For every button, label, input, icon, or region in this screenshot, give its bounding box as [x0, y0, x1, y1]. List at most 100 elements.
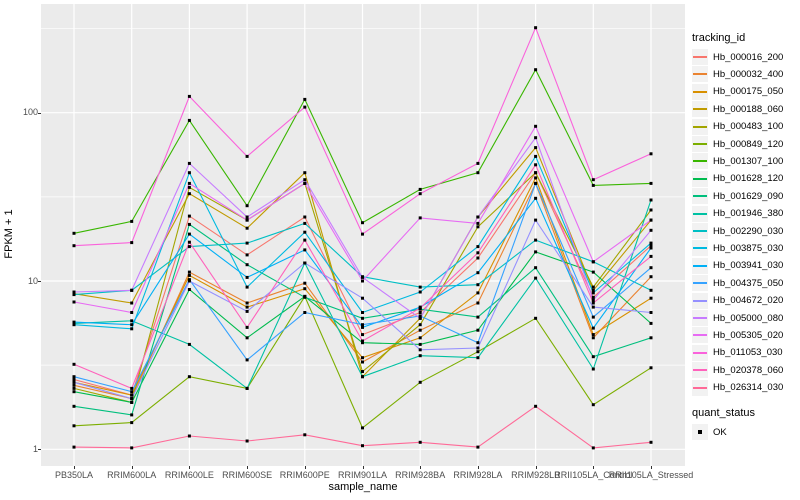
data-point	[187, 375, 191, 379]
data-point	[303, 105, 307, 109]
data-point	[303, 248, 307, 252]
data-point	[476, 301, 480, 305]
data-point	[130, 446, 134, 450]
legend-item: Hb_000188_060	[692, 101, 784, 118]
data-point	[418, 285, 422, 289]
data-point	[303, 181, 307, 185]
legend-item-label: Hb_000188_060	[713, 103, 784, 115]
legend-item: Hb_004375_050	[692, 275, 784, 292]
data-point	[649, 266, 653, 270]
data-point	[72, 378, 76, 381]
data-point	[649, 208, 653, 212]
data-point	[130, 386, 134, 390]
data-point	[649, 440, 653, 444]
data-point	[361, 296, 364, 300]
data-point	[361, 279, 364, 283]
legend-key-line-icon	[692, 223, 708, 239]
data-point	[303, 295, 307, 299]
data-point	[72, 244, 76, 248]
data-point	[649, 218, 653, 222]
data-point	[245, 325, 249, 329]
data-point	[303, 97, 307, 101]
data-point	[303, 281, 307, 285]
legend-key-line-icon	[692, 240, 708, 257]
data-point	[245, 275, 249, 279]
data-point	[649, 336, 653, 340]
data-point	[534, 68, 538, 72]
data-point	[649, 228, 653, 232]
legend-key-line-icon	[692, 205, 708, 222]
data-point	[245, 215, 249, 219]
legend-item: Hb_003941_030	[692, 257, 783, 274]
data-point	[534, 176, 538, 180]
data-point	[187, 171, 191, 175]
data-point	[591, 446, 595, 450]
data-point	[72, 445, 76, 449]
data-point	[303, 287, 307, 291]
legend-key-line-icon	[692, 101, 708, 118]
x-tick-mark	[593, 466, 595, 469]
data-point	[591, 367, 595, 371]
data-point	[418, 380, 422, 384]
y-tick-mark	[38, 281, 41, 282]
legend-key-line-icon	[692, 275, 708, 292]
data-point	[130, 241, 134, 245]
data-point	[245, 386, 249, 390]
x-tick-mark	[477, 466, 479, 469]
data-point	[591, 403, 595, 407]
x-tick-mark	[362, 466, 364, 469]
data-point	[130, 393, 134, 397]
data-point	[303, 230, 307, 234]
legend-item: Hb_001307_100	[692, 153, 784, 170]
data-point	[361, 325, 364, 329]
legend-key-line-icon	[692, 310, 708, 326]
data-point	[361, 333, 364, 337]
data-point	[245, 439, 249, 443]
x-tick-label: RRIM928LB	[511, 470, 561, 480]
data-point	[649, 198, 653, 202]
plot-panel	[41, 4, 685, 466]
data-point	[130, 301, 134, 305]
data-point	[187, 245, 191, 249]
data-point	[245, 285, 249, 289]
data-point	[418, 192, 422, 196]
data-point	[591, 285, 595, 289]
data-point	[187, 270, 191, 274]
data-point	[418, 187, 422, 191]
data-point	[72, 300, 76, 304]
legend: tracking_id Hb_000016_200 Hb_000032_400 Hb…	[690, 0, 800, 500]
data-point	[534, 181, 538, 185]
legend-item-label: Hb_004375_050	[713, 277, 784, 289]
data-point	[591, 298, 595, 302]
data-point	[361, 311, 364, 314]
data-point	[187, 118, 191, 122]
data-point	[303, 215, 307, 219]
x-tick-label: RRII105LA_Control	[554, 470, 633, 480]
data-point	[476, 315, 480, 319]
legend-item-label: Hb_001307_100	[713, 155, 784, 167]
legend-title-quant-status: quant_status	[692, 407, 755, 419]
legend-item-label: Hb_005000_080	[713, 312, 784, 324]
legend-key-line-icon	[692, 118, 708, 135]
data-point	[591, 178, 595, 182]
legend-item: Hb_001946_380	[692, 205, 784, 222]
data-point	[245, 218, 249, 222]
data-point	[476, 171, 480, 175]
data-point	[361, 323, 364, 327]
legend-item-label: Hb_000175_050	[713, 86, 784, 98]
data-point	[187, 342, 191, 346]
data-point	[187, 240, 191, 244]
data-point	[534, 316, 538, 320]
data-point	[534, 124, 538, 128]
data-point	[361, 370, 364, 373]
data-point	[303, 178, 307, 182]
data-point	[476, 356, 480, 360]
x-tick-label: PB350LA	[54, 470, 94, 480]
legend-item-label: Hb_001946_380	[713, 208, 784, 220]
data-point	[72, 231, 76, 235]
legend-item-label: Hb_000483_100	[713, 121, 784, 133]
data-point	[649, 254, 653, 258]
data-point	[591, 336, 595, 340]
data-point	[245, 253, 249, 257]
data-point	[303, 238, 307, 242]
